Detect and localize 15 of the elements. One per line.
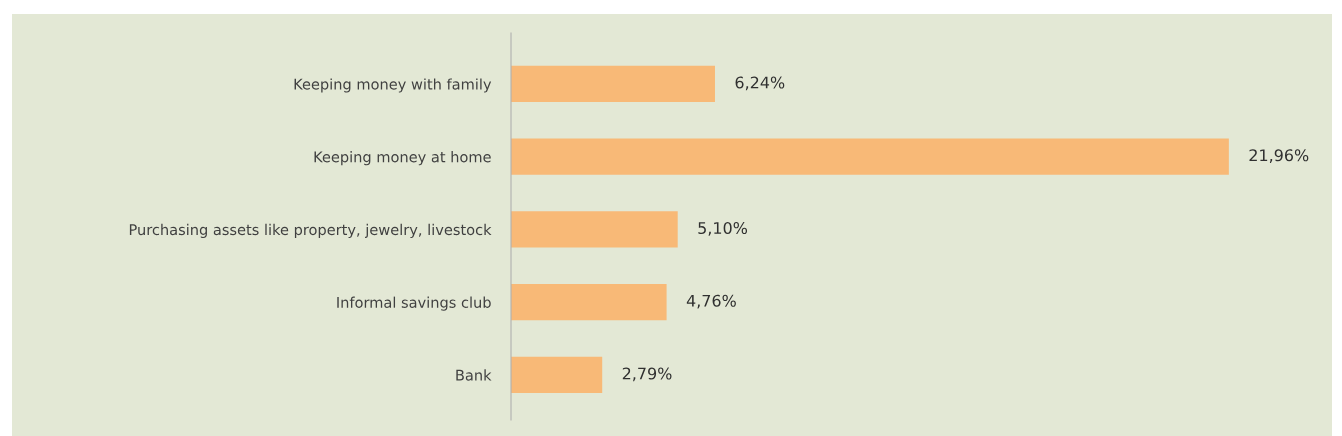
bar [511,356,603,394]
y-tick-label: Keeping money with family [294,78,492,93]
bar [511,138,1229,175]
y-tick-label: Informal savings club [337,296,491,311]
y-tick-label: Purchasing assets like property, jewelry, livestock [129,223,492,238]
data-label: 4,76% [686,294,736,309]
y-tick-label: Bank [456,369,492,381]
bar [511,211,678,248]
data-label: 5,10% [698,221,748,236]
data-label: 6,24% [735,76,785,91]
bar [511,65,715,103]
bar [511,283,667,321]
data-label: 2,79% [622,367,672,382]
y-tick-label: Keeping money at home [314,151,491,166]
data-label: 21,96% [1249,149,1309,163]
